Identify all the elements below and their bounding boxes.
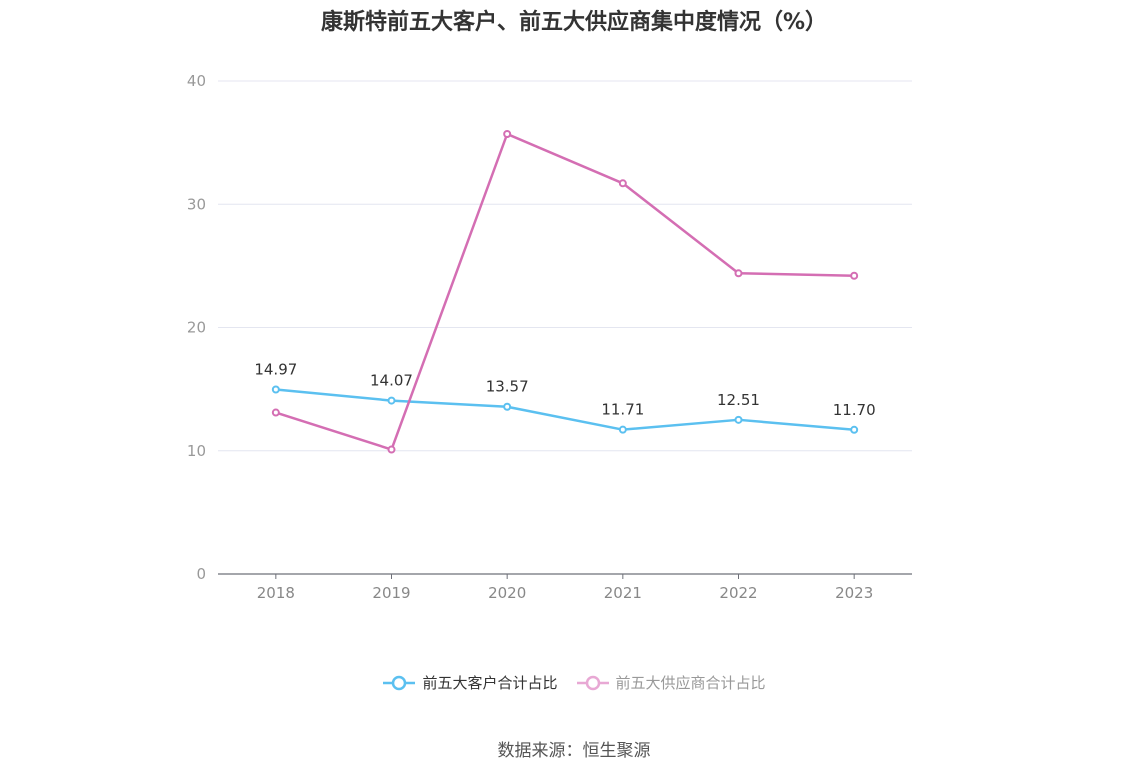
x-tick-label: 2020 bbox=[488, 584, 526, 602]
data-point[interactable] bbox=[618, 425, 627, 434]
y-tick-label: 40 bbox=[187, 72, 206, 90]
legend-label-suppliers: 前五大供应商合计占比 bbox=[615, 674, 766, 692]
data-label: 14.07 bbox=[370, 372, 413, 390]
data-point[interactable] bbox=[387, 396, 396, 405]
data-point[interactable] bbox=[734, 269, 743, 278]
data-label: 11.70 bbox=[833, 401, 876, 419]
x-tick-label: 2022 bbox=[719, 584, 757, 602]
data-point[interactable] bbox=[850, 271, 859, 280]
legend-item-customers[interactable]: 前五大客户合计占比 bbox=[382, 672, 558, 693]
y-tick-label: 20 bbox=[187, 319, 206, 337]
x-tick-label: 2018 bbox=[257, 584, 295, 602]
x-tick-label: 2023 bbox=[835, 584, 873, 602]
series-lines bbox=[271, 129, 859, 454]
data-point[interactable] bbox=[503, 129, 512, 138]
legend-item-suppliers[interactable]: 前五大供应商合计占比 bbox=[576, 672, 766, 693]
data-point[interactable] bbox=[734, 415, 743, 424]
chart-title: 康斯特前五大客户、前五大供应商集中度情况（%） bbox=[320, 10, 828, 35]
data-labels: 14.97 14.07 13.57 11.71 12.51 11.70 bbox=[254, 360, 875, 418]
data-point[interactable] bbox=[271, 385, 280, 394]
data-point[interactable] bbox=[618, 179, 627, 188]
legend-label-customers: 前五大客户合计占比 bbox=[422, 674, 558, 692]
grid-lines bbox=[218, 80, 912, 452]
series-line-1 bbox=[275, 132, 855, 451]
data-point[interactable] bbox=[271, 408, 280, 417]
data-label: 13.57 bbox=[486, 378, 529, 396]
series-line-0 bbox=[275, 388, 855, 432]
data-label: 11.71 bbox=[601, 401, 644, 419]
data-point[interactable] bbox=[503, 402, 512, 411]
data-point[interactable] bbox=[850, 425, 859, 434]
legend-line-circle-icon bbox=[383, 675, 416, 690]
data-source: 数据来源：恒生聚源 bbox=[497, 741, 651, 761]
y-tick-label: 10 bbox=[187, 442, 206, 460]
y-tick-label: 0 bbox=[196, 565, 206, 583]
x-tick-label: 2021 bbox=[604, 584, 642, 602]
y-tick-label: 30 bbox=[187, 195, 206, 213]
x-tick-label: 2019 bbox=[372, 584, 410, 602]
data-point[interactable] bbox=[387, 445, 396, 454]
data-label: 12.51 bbox=[717, 391, 760, 409]
legend: 前五大客户合计占比 前五大供应商合计占比 bbox=[0, 672, 1148, 693]
axes: 0 10 20 30 40 2018 2019 2020 2021 2022 2023 bbox=[187, 72, 912, 602]
data-label: 14.97 bbox=[254, 360, 297, 378]
legend-line-circle-icon bbox=[576, 675, 609, 690]
